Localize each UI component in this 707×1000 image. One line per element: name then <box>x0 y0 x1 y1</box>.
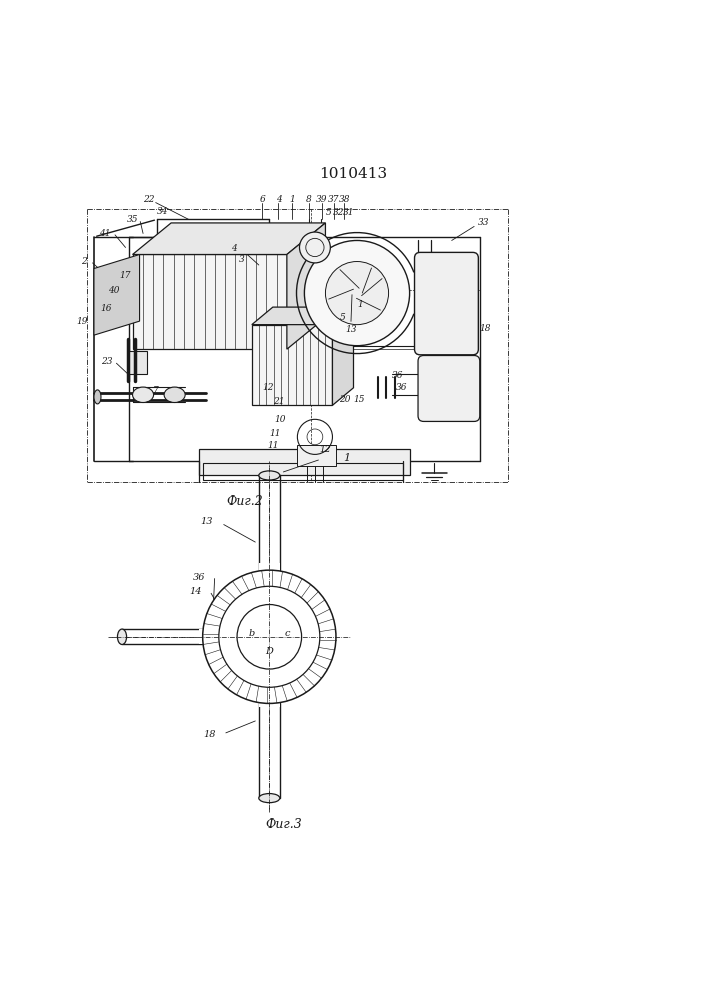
Ellipse shape <box>117 629 127 644</box>
Text: 41: 41 <box>99 229 110 238</box>
Text: 18: 18 <box>479 324 491 333</box>
Bar <box>438 324 447 344</box>
FancyBboxPatch shape <box>414 252 479 355</box>
Text: 8: 8 <box>305 195 312 204</box>
Text: 36: 36 <box>395 383 407 392</box>
Text: 13: 13 <box>346 325 357 334</box>
Bar <box>199 629 240 644</box>
Ellipse shape <box>259 794 280 803</box>
Polygon shape <box>332 307 354 405</box>
Text: 6: 6 <box>259 195 265 204</box>
Text: 20: 20 <box>339 395 351 404</box>
Text: 11: 11 <box>269 429 281 438</box>
Bar <box>128 351 147 374</box>
Circle shape <box>305 240 409 346</box>
Ellipse shape <box>132 387 153 402</box>
FancyBboxPatch shape <box>418 356 480 421</box>
Text: 35: 35 <box>127 215 139 224</box>
Text: 5: 5 <box>326 208 332 217</box>
Bar <box>426 324 434 344</box>
Text: Фиг.2: Фиг.2 <box>226 495 263 508</box>
Text: 39: 39 <box>316 195 327 204</box>
Text: 23: 23 <box>101 357 112 366</box>
Text: 18: 18 <box>204 730 216 739</box>
Text: b: b <box>248 629 255 638</box>
Bar <box>252 325 332 405</box>
Text: 33: 33 <box>477 218 489 227</box>
Text: 17: 17 <box>119 271 132 280</box>
Text: 4: 4 <box>276 195 281 204</box>
Text: 34: 34 <box>157 207 168 216</box>
Text: 40: 40 <box>108 286 119 295</box>
Polygon shape <box>132 223 325 254</box>
Polygon shape <box>252 307 354 325</box>
Text: 15: 15 <box>354 395 365 404</box>
Text: 7: 7 <box>153 386 158 395</box>
Text: 2: 2 <box>81 257 86 266</box>
Text: D: D <box>265 647 274 656</box>
Text: 1010413: 1010413 <box>320 167 387 181</box>
Bar <box>429 377 469 402</box>
Text: 36: 36 <box>193 573 206 582</box>
Text: 11: 11 <box>267 441 279 450</box>
Bar <box>132 254 287 349</box>
Bar <box>451 324 460 344</box>
Circle shape <box>203 570 336 703</box>
Text: 31: 31 <box>343 208 354 217</box>
Text: 19: 19 <box>76 317 88 326</box>
Text: 14: 14 <box>189 587 202 596</box>
Bar <box>298 445 336 466</box>
Text: 38: 38 <box>339 195 350 204</box>
Text: 12: 12 <box>262 383 274 392</box>
Text: 13: 13 <box>200 517 212 526</box>
Text: 1: 1 <box>343 453 350 463</box>
Text: 21: 21 <box>273 397 284 406</box>
Bar <box>259 666 280 707</box>
Text: Фиг.3: Фиг.3 <box>265 818 302 831</box>
Bar <box>426 286 467 318</box>
Text: 10: 10 <box>274 415 286 424</box>
Bar <box>199 449 409 475</box>
Text: 4: 4 <box>231 244 237 253</box>
Text: 1: 1 <box>358 300 363 309</box>
Polygon shape <box>94 254 139 335</box>
Text: 3: 3 <box>238 255 244 264</box>
Bar <box>259 563 280 605</box>
Circle shape <box>219 586 320 687</box>
Bar <box>203 463 402 480</box>
Text: 12: 12 <box>320 445 331 454</box>
Text: 32: 32 <box>333 208 344 217</box>
Text: 1: 1 <box>290 195 296 204</box>
Text: c: c <box>284 629 290 638</box>
Text: 37: 37 <box>328 195 339 204</box>
Text: 22: 22 <box>143 195 154 204</box>
Ellipse shape <box>94 390 101 404</box>
Ellipse shape <box>259 471 280 480</box>
Polygon shape <box>287 223 325 349</box>
Text: 16: 16 <box>101 304 112 313</box>
Circle shape <box>300 232 330 263</box>
Ellipse shape <box>164 387 185 402</box>
Text: 36: 36 <box>392 371 404 380</box>
Circle shape <box>325 262 389 325</box>
Text: 5: 5 <box>340 313 346 322</box>
